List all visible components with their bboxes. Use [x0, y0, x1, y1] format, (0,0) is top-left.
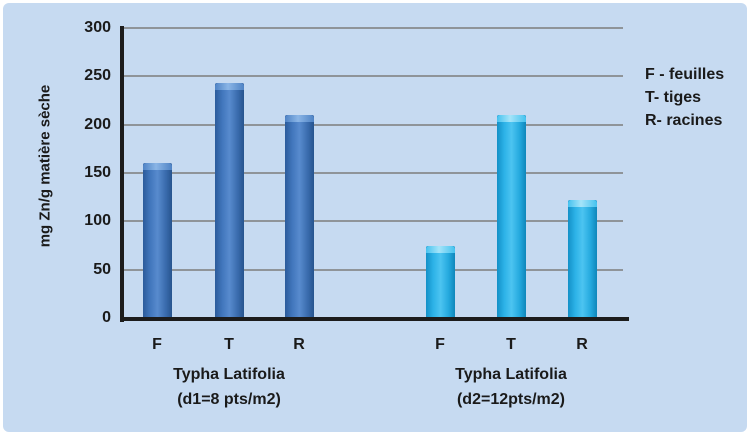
y-tick-label-50: 50 [93, 260, 111, 278]
y-tick-label-200: 200 [84, 115, 111, 133]
group-label-line2-2: (d2=12pts/m2) [456, 391, 566, 408]
plot-area: 0 50 100 150 200 250 300 F T R Typha Latifolia (d1=… [3, 3, 747, 432]
category-label-f-group2: F [435, 336, 445, 353]
group-label-line2-1: (d1=8 pts/m2) [177, 391, 281, 408]
group-label-line1-1: Typha Latifolia [173, 366, 285, 383]
bar-top-bevel [567, 200, 597, 208]
bar-top-bevel [425, 245, 455, 253]
group-label-line1-2: Typha Latifolia [455, 366, 567, 383]
legend-item-racines: R- racines [645, 112, 723, 129]
bar-f-group2 [425, 245, 455, 318]
legend-item-feuilles: F - feuilles [645, 66, 725, 83]
category-label-f-group1: F [152, 336, 162, 353]
x-axis-line [120, 317, 629, 321]
bar-top-bevel [496, 115, 526, 122]
bar-top-bevel [214, 83, 244, 91]
y-tick-label-0: 0 [102, 309, 111, 326]
bar-top-bevel [142, 163, 172, 171]
y-tick-label-300: 300 [84, 19, 111, 36]
bar-t-group1 [214, 83, 244, 318]
category-label-r-group2: R [576, 336, 588, 353]
bar-top-bevel [284, 115, 314, 122]
category-label-t-group2: T [506, 336, 516, 353]
y-tick-label-100: 100 [84, 212, 111, 230]
bar-t-group2 [496, 115, 526, 318]
bar-r-group2 [567, 200, 597, 318]
gridline-100 [123, 220, 623, 223]
gridline-200 [123, 123, 623, 126]
chart-canvas: mg Zn/g matière sèche 0 50 100 150 200 250 300… [3, 3, 747, 432]
y-tick-label-150: 150 [84, 164, 111, 181]
gridline-50 [123, 268, 623, 271]
category-label-r-group1: R [293, 336, 305, 353]
bar-r-group1 [284, 115, 314, 318]
gridline-250 [123, 75, 623, 78]
bar-f-group1 [142, 163, 172, 318]
category-label-t-group1: T [224, 336, 234, 353]
y-axis-line [120, 26, 124, 322]
legend-item-tiges: T- tiges [645, 89, 702, 106]
y-tick-label-250: 250 [84, 67, 111, 85]
gridline-150 [123, 172, 623, 174]
legend: F - feuilles T- tiges R- racines [645, 63, 724, 132]
gridline-300 [123, 27, 623, 29]
